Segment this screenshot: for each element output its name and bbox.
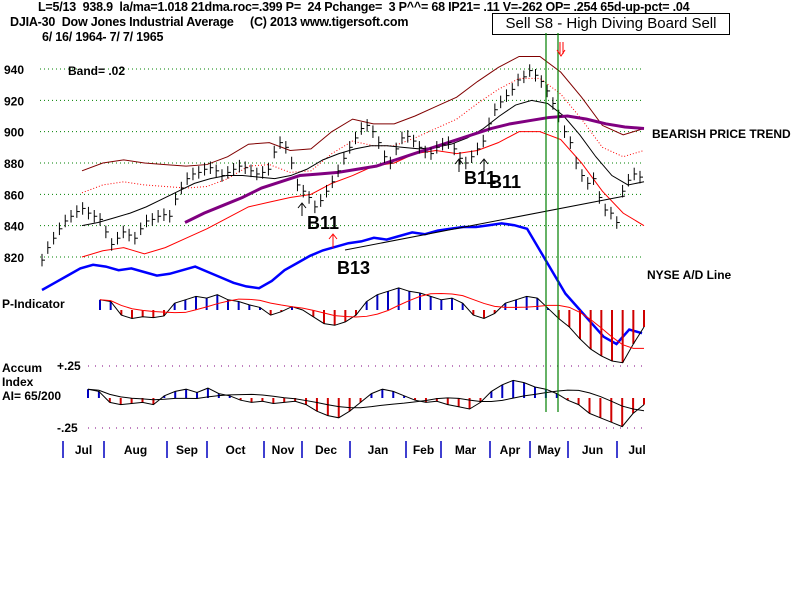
bearish-trend-label: BEARISH PRICE TREND	[652, 127, 791, 141]
x-tick-label: Oct	[225, 443, 245, 457]
price-y-axis: 820 840 860 880 900 920 940	[4, 63, 24, 265]
band-label: Band= .02	[68, 64, 125, 78]
y-tick-label: 900	[4, 126, 24, 140]
x-tick-label: Feb	[413, 443, 434, 457]
x-tick-label: Mar	[455, 443, 477, 457]
ad-trendline	[344, 195, 626, 251]
x-tick-label: Apr	[500, 443, 521, 457]
x-tick-label: Dec	[315, 443, 337, 457]
ai-ma-path	[87, 388, 645, 412]
x-tick-label: Jun	[582, 443, 603, 457]
copyright: (C) 2013 www.tigersoft.com	[250, 15, 409, 29]
accum-index	[87, 365, 645, 429]
x-tick-label: Aug	[124, 443, 147, 457]
x-tick-label: Nov	[272, 443, 295, 457]
p-indicator	[99, 287, 645, 364]
p-ma-path	[99, 292, 644, 349]
annotation-b13: B13	[337, 258, 370, 278]
ad-line-label: NYSE A/D Line	[647, 268, 732, 282]
accum-top-tick: +.25	[57, 359, 81, 373]
y-tick-label: 920	[4, 94, 24, 108]
signal-lines	[545, 33, 559, 412]
accum-label: Accum	[2, 361, 42, 375]
x-tick-label: Jul	[75, 443, 92, 457]
y-tick-label: 940	[4, 63, 24, 77]
annotation-b11-mar-b: B11	[489, 172, 521, 192]
index-label: Index	[2, 375, 34, 389]
ai-path	[87, 379, 645, 428]
x-axis: Jul Aug Sep Oct Nov Dec Jan Feb Mar Apr May Jun Jul	[62, 441, 646, 458]
ad-line	[41, 195, 643, 346]
lower-band-path	[81, 131, 645, 258]
accum-bottom-tick: -.25	[57, 421, 78, 435]
ai-value-label: AI= 65/200	[2, 389, 61, 403]
x-tick-label: Sep	[176, 443, 198, 457]
upper-band	[81, 55, 645, 194]
date-range: 6/ 16/ 1964- 7/ 7/ 1965	[42, 30, 164, 44]
sell-arrow-icon	[556, 42, 566, 57]
x-tick-label: Jul	[628, 443, 645, 457]
red-buy-arrow-icon	[328, 233, 338, 248]
x-tick-label: Jan	[368, 443, 389, 457]
ma21-line	[81, 99, 645, 227]
annotation-b11-mar-a: B11	[464, 168, 496, 188]
annotation-b11-nov: B11	[307, 213, 339, 233]
upper-inner-band-path	[81, 77, 645, 194]
upper-band-path	[81, 55, 645, 172]
y-tick-label: 840	[4, 220, 24, 234]
stats-header: L=5/13 938.9 la/ma=1.018 21dma.roc=.399 …	[38, 0, 690, 14]
y-tick-label: 820	[4, 251, 24, 265]
p-indicator-label: P-Indicator	[2, 297, 65, 311]
ad-line-path	[41, 222, 643, 346]
ma65-path	[184, 114, 645, 224]
ma65-line	[184, 114, 645, 224]
y-tick-label: 860	[4, 188, 24, 202]
p-indicator-path	[99, 287, 645, 364]
lower-band	[81, 131, 645, 258]
buy-arrow-icon	[297, 158, 489, 216]
signal-box: Sell S8 - High Diving Board Sell	[492, 13, 730, 35]
price-bars	[41, 64, 643, 267]
symbol-title: DJIA-30 Dow Jones Industrial Average	[10, 15, 234, 29]
x-tick-label: May	[537, 443, 561, 457]
y-tick-label: 880	[4, 157, 24, 171]
ma21-path	[81, 99, 645, 227]
